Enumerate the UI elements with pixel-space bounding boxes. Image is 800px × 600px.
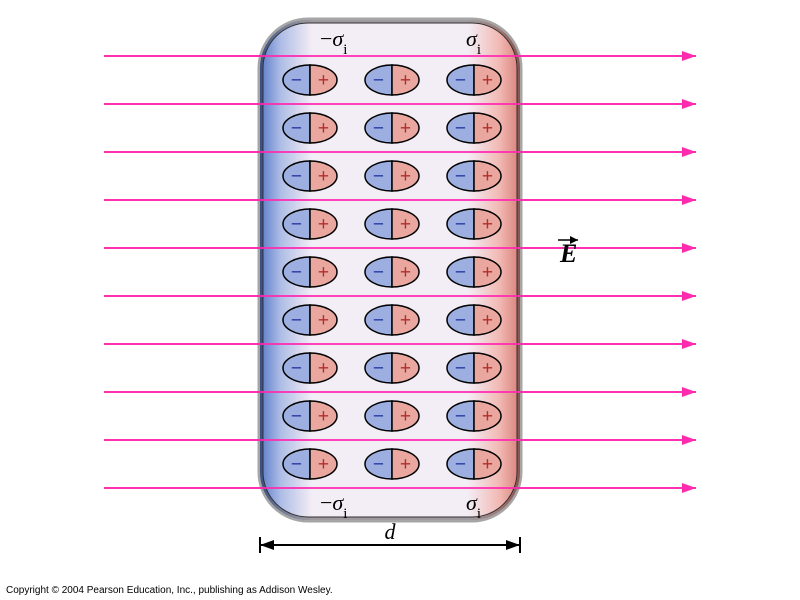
dipole: −+ <box>283 353 337 383</box>
dipole: −+ <box>283 65 337 95</box>
dipole: −+ <box>447 305 501 335</box>
minus-sign: − <box>455 357 466 379</box>
dipole-grid: −+−+−+−+−+−+−+−+−+−+−+−+−+−+−+−+−+−+−+−+… <box>283 65 501 479</box>
plus-sign: + <box>482 117 493 139</box>
dipole: −+ <box>447 161 501 191</box>
plus-sign: + <box>318 405 329 427</box>
minus-sign: − <box>291 405 302 427</box>
minus-sign: − <box>291 357 302 379</box>
dipole: −+ <box>447 257 501 287</box>
minus-sign: − <box>373 117 384 139</box>
minus-sign: − <box>455 309 466 331</box>
minus-sign: − <box>455 69 466 91</box>
minus-sign: − <box>291 453 302 475</box>
dipole: −+ <box>283 113 337 143</box>
e-vector-label: E <box>559 239 577 268</box>
plus-sign: + <box>400 357 411 379</box>
dipole: −+ <box>447 353 501 383</box>
minus-sign: − <box>373 213 384 235</box>
plus-sign: + <box>400 69 411 91</box>
dipole: −+ <box>365 113 419 143</box>
plus-sign: + <box>482 261 493 283</box>
dipole: −+ <box>447 209 501 239</box>
minus-sign: − <box>455 165 466 187</box>
plus-sign: + <box>400 261 411 283</box>
minus-sign: − <box>373 165 384 187</box>
plus-sign: + <box>318 453 329 475</box>
plus-sign: + <box>318 309 329 331</box>
minus-sign: − <box>373 309 384 331</box>
dipole: −+ <box>365 305 419 335</box>
dipole: −+ <box>283 161 337 191</box>
copyright-text: Copyright © 2004 Pearson Education, Inc.… <box>6 585 333 596</box>
dipole: −+ <box>447 65 501 95</box>
dipole: −+ <box>283 257 337 287</box>
diagram-svg: −+−+−+−+−+−+−+−+−+−+−+−+−+−+−+−+−+−+−+−+… <box>0 0 800 600</box>
minus-sign: − <box>455 117 466 139</box>
minus-sign: − <box>373 69 384 91</box>
dipole: −+ <box>447 401 501 431</box>
minus-sign: − <box>373 405 384 427</box>
dipole: −+ <box>283 401 337 431</box>
plus-sign: + <box>400 453 411 475</box>
minus-sign: − <box>291 213 302 235</box>
dipole: −+ <box>365 161 419 191</box>
minus-sign: − <box>291 165 302 187</box>
plus-sign: + <box>400 309 411 331</box>
minus-sign: − <box>373 357 384 379</box>
dipole: −+ <box>283 305 337 335</box>
dipole: −+ <box>365 353 419 383</box>
plus-sign: + <box>318 261 329 283</box>
dipole: −+ <box>365 449 419 479</box>
minus-sign: − <box>291 309 302 331</box>
plus-sign: + <box>400 405 411 427</box>
plus-sign: + <box>482 405 493 427</box>
plus-sign: + <box>318 165 329 187</box>
plus-sign: + <box>400 165 411 187</box>
plus-sign: + <box>482 213 493 235</box>
dipole: −+ <box>447 113 501 143</box>
plus-sign: + <box>482 165 493 187</box>
minus-sign: − <box>291 261 302 283</box>
dimension-label: d <box>385 519 397 544</box>
plus-sign: + <box>400 213 411 235</box>
minus-sign: − <box>455 261 466 283</box>
minus-sign: − <box>291 117 302 139</box>
plus-sign: + <box>482 357 493 379</box>
plus-sign: + <box>400 117 411 139</box>
plus-sign: + <box>482 453 493 475</box>
minus-sign: − <box>455 213 466 235</box>
minus-sign: − <box>455 405 466 427</box>
minus-sign: − <box>373 261 384 283</box>
diagram-stage: −+−+−+−+−+−+−+−+−+−+−+−+−+−+−+−+−+−+−+−+… <box>0 0 800 600</box>
plus-sign: + <box>482 309 493 331</box>
minus-sign: − <box>291 69 302 91</box>
dipole: −+ <box>365 401 419 431</box>
dipole: −+ <box>283 449 337 479</box>
plus-sign: + <box>482 69 493 91</box>
plus-sign: + <box>318 213 329 235</box>
plus-sign: + <box>318 69 329 91</box>
dipole: −+ <box>365 257 419 287</box>
plus-sign: + <box>318 357 329 379</box>
dipole: −+ <box>447 449 501 479</box>
minus-sign: − <box>455 453 466 475</box>
plus-sign: + <box>318 117 329 139</box>
minus-sign: − <box>373 453 384 475</box>
dipole: −+ <box>365 65 419 95</box>
dipole: −+ <box>283 209 337 239</box>
dipole: −+ <box>365 209 419 239</box>
